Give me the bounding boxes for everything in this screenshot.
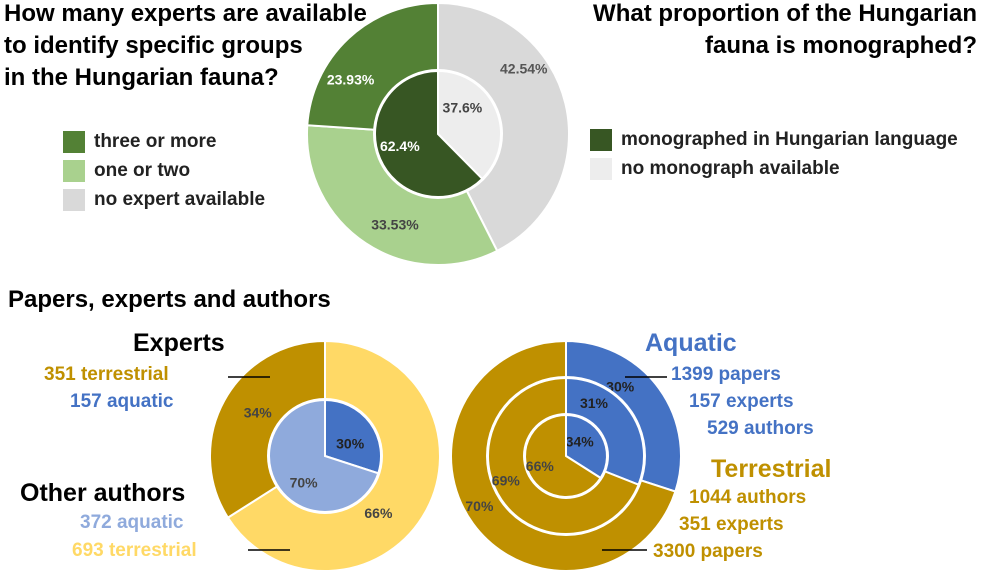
experts-group-title: Experts bbox=[133, 329, 225, 357]
legend-swatch bbox=[63, 188, 85, 211]
legend-swatch bbox=[590, 128, 612, 151]
legend-swatch bbox=[63, 159, 85, 182]
legend-label: three or more bbox=[94, 130, 217, 152]
experts-question-line-3: in the Hungarian fauna? bbox=[4, 64, 279, 91]
experts-aquatic-label: 157 aquatic bbox=[70, 391, 174, 412]
experts-question-line-1: How many experts are available bbox=[4, 0, 367, 27]
legend-item-no-monograph: no monograph available bbox=[590, 154, 958, 183]
data-label: 70% bbox=[465, 498, 494, 514]
slice-aquatic-experts bbox=[324, 398, 382, 475]
terrestrial-experts-label: 351 experts bbox=[679, 514, 784, 535]
legend-label: no monograph available bbox=[621, 157, 840, 179]
slice-terrestrial-authors bbox=[524, 413, 602, 498]
data-label: 62.4% bbox=[380, 138, 420, 154]
experts-terrestrial-label: 351 terrestrial bbox=[44, 364, 169, 385]
slice-monographed-in-hungarian-language bbox=[374, 69, 484, 198]
monograph-question-heading: What proportion of the Hungarian fauna i… bbox=[505, 0, 977, 62]
data-label: 31% bbox=[580, 395, 609, 411]
papers-heading: Papers, experts and authors bbox=[8, 286, 331, 313]
other-authors-group-title: Other authors bbox=[20, 479, 186, 507]
data-label: 70% bbox=[290, 474, 319, 490]
aquatic-authors-label: 529 authors bbox=[707, 418, 814, 439]
legend-item-no-expert: no expert available bbox=[63, 185, 265, 214]
terrestrial-authors-label: 1044 authors bbox=[689, 487, 807, 508]
legend-item-monographed: monographed in Hungarian language bbox=[590, 125, 958, 154]
other-authors-aquatic-label: 372 aquatic bbox=[80, 512, 184, 533]
data-label: 30% bbox=[606, 379, 635, 395]
experts-question-line-2: to identify specific groups bbox=[4, 32, 303, 59]
legend-label: no expert available bbox=[94, 188, 266, 210]
data-label: 66% bbox=[364, 505, 393, 521]
data-label: 37.6% bbox=[443, 100, 483, 116]
monograph-question-line-2: fauna is monographed? bbox=[704, 32, 977, 59]
aquatic-papers-label: 1399 papers bbox=[671, 364, 781, 385]
data-label: 23.93% bbox=[327, 72, 375, 88]
slice-aquatic-other-authors bbox=[268, 398, 380, 513]
legend-item-one-or-two: one or two bbox=[63, 156, 265, 185]
aquatic-experts-label: 157 experts bbox=[689, 391, 794, 412]
experts-question-heading: How many experts are available to identi… bbox=[4, 0, 444, 94]
data-label: 69% bbox=[492, 473, 521, 489]
legend-label: one or two bbox=[94, 159, 191, 181]
legend-item-three-or-more: three or more bbox=[63, 127, 265, 156]
data-label: 42.54% bbox=[500, 60, 548, 76]
aquatic-group-title: Aquatic bbox=[645, 329, 737, 357]
monograph-legend: monographed in Hungarian language no mon… bbox=[590, 125, 958, 183]
experts-legend: three or more one or two no expert avail… bbox=[63, 127, 265, 214]
legend-swatch bbox=[590, 157, 612, 180]
data-label: 33.53% bbox=[371, 216, 419, 232]
terrestrial-group-title: Terrestrial bbox=[711, 455, 832, 483]
terrestrial-papers-label: 3300 papers bbox=[653, 541, 763, 562]
other-authors-terrestrial-label: 693 terrestrial bbox=[72, 540, 197, 561]
data-label: 34% bbox=[566, 433, 595, 449]
data-label: 66% bbox=[526, 458, 555, 474]
monograph-question-line-1: What proportion of the Hungarian bbox=[593, 0, 977, 27]
data-label: 30% bbox=[336, 436, 365, 452]
legend-label: monographed in Hungarian language bbox=[621, 128, 958, 150]
slice-no-monograph-available bbox=[437, 69, 502, 181]
legend-swatch bbox=[63, 130, 85, 153]
data-label: 34% bbox=[244, 405, 273, 421]
